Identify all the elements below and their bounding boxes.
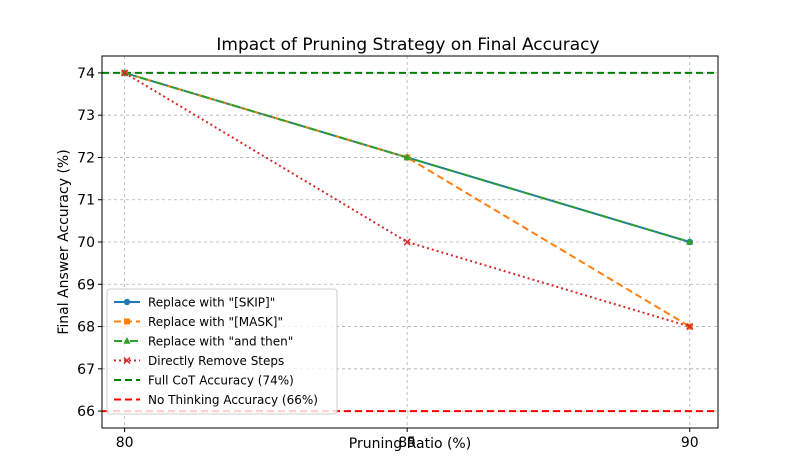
legend-box [106,288,338,415]
y-tick-label: 74 [77,66,95,82]
data-point [686,323,694,331]
data-point [123,337,131,344]
legend: Replace with "[SKIP]" Replace with "[MASK… [106,288,338,415]
data-point [686,238,694,245]
y-axis-label: Final Answer Accuracy (%) [56,149,72,334]
legend-label: Full CoT Accuracy (74%) [148,374,294,388]
x-tick-label: 80 [116,435,134,451]
y-tick-label: 73 [77,108,95,124]
y-tick-label: 72 [77,150,95,166]
legend-label: No Thinking Accuracy (66%) [148,393,318,407]
y-tick-label: 70 [77,235,95,251]
data-point [123,298,131,306]
legend-label: Replace with "[MASK]" [148,315,283,329]
data-point [403,153,411,161]
legend-label: Directly Remove Steps [148,354,284,368]
series-line [124,72,691,328]
series-lines [121,68,694,331]
y-tick-label: 68 [77,320,95,336]
data-point [124,318,130,325]
y-tick-label: 71 [77,193,95,209]
x-tick-label: 90 [681,435,699,451]
x-axis-label: Pruning Ratio (%) [349,436,471,452]
y-tick-label: 66 [77,404,95,420]
legend-label: Replace with "[SKIP]" [148,296,275,310]
axis-ticks: 80 85 90 66 67 68 69 70 71 72 73 74 [77,66,698,451]
data-point [403,238,411,246]
y-tick-label: 69 [77,277,95,293]
chart-title: Impact of Pruning Strategy on Final Accu… [216,35,599,55]
x-tick-label: 85 [398,435,416,451]
y-tick-label: 67 [77,362,95,378]
legend-label: Replace with "and then" [148,335,293,349]
data-point [123,356,131,365]
data-point [121,69,129,77]
